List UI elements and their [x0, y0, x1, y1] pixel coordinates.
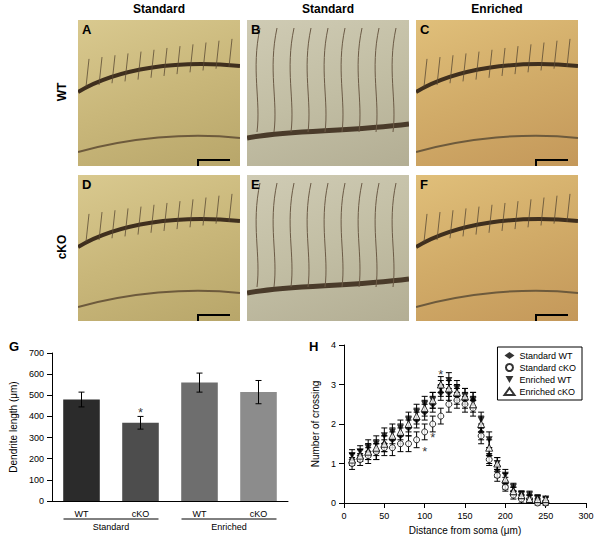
svg-text:200: 200	[29, 454, 44, 464]
svg-text:2: 2	[331, 419, 336, 429]
svg-text:Dendrite length (μm): Dendrite length (μm)	[8, 381, 19, 472]
html-text:E: E	[251, 177, 260, 192]
svg-text:100: 100	[417, 511, 432, 521]
svg-text:300: 300	[29, 433, 44, 443]
svg-text:100: 100	[29, 475, 44, 485]
svg-text:Enriched: Enriched	[211, 522, 247, 532]
html-text:WT: WT	[55, 82, 69, 102]
html-text:D: D	[82, 177, 92, 192]
svg-text:0: 0	[39, 496, 44, 506]
svg-text:G: G	[9, 339, 19, 354]
svg-text:Standard cKO: Standard cKO	[519, 363, 576, 373]
html-text:B: B	[251, 22, 261, 37]
html-text:cKO: cKO	[55, 234, 69, 260]
svg-text:700: 700	[29, 348, 44, 358]
svg-text:WT: WT	[193, 509, 207, 519]
svg-text:Standard WT: Standard WT	[519, 351, 573, 361]
svg-text:*: *	[422, 444, 427, 459]
svg-text:1: 1	[331, 459, 336, 469]
html-text:Standard: Standard	[302, 2, 354, 16]
svg-text:WT: WT	[75, 509, 89, 519]
svg-text:250: 250	[538, 511, 553, 521]
html-text:Enriched: Enriched	[471, 2, 523, 16]
svg-text:H: H	[309, 339, 318, 354]
svg-text:Number of crossing: Number of crossing	[310, 381, 321, 468]
svg-text:*: *	[138, 405, 143, 420]
html-text:Standard: Standard	[133, 2, 185, 16]
svg-text:Enriched cKO: Enriched cKO	[519, 387, 575, 397]
svg-text:Standard: Standard	[93, 522, 130, 532]
html-text:A: A	[82, 22, 92, 37]
svg-text:Distance from soma (μm): Distance from soma (μm)	[409, 525, 521, 536]
html-text:C: C	[420, 22, 430, 37]
svg-text:400: 400	[29, 411, 44, 421]
svg-text:300: 300	[578, 511, 593, 521]
svg-text:600: 600	[29, 369, 44, 379]
svg-text:0: 0	[341, 511, 346, 521]
svg-text:3: 3	[331, 380, 336, 390]
svg-text:500: 500	[29, 390, 44, 400]
svg-text:200: 200	[498, 511, 513, 521]
svg-text:0: 0	[331, 498, 336, 508]
svg-text:Enriched WT: Enriched WT	[519, 375, 572, 385]
svg-text:4: 4	[331, 340, 336, 350]
html-text:F: F	[420, 177, 428, 192]
svg-text:cKO: cKO	[132, 509, 150, 519]
svg-text:*: *	[430, 430, 435, 445]
svg-text:150: 150	[457, 511, 472, 521]
svg-text:*: *	[438, 367, 443, 382]
svg-text:50: 50	[379, 511, 389, 521]
svg-text:cKO: cKO	[250, 509, 268, 519]
